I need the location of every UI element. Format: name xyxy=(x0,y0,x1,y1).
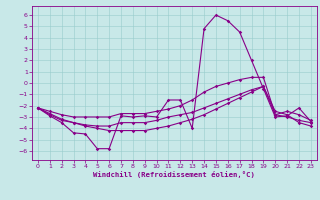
X-axis label: Windchill (Refroidissement éolien,°C): Windchill (Refroidissement éolien,°C) xyxy=(93,171,255,178)
